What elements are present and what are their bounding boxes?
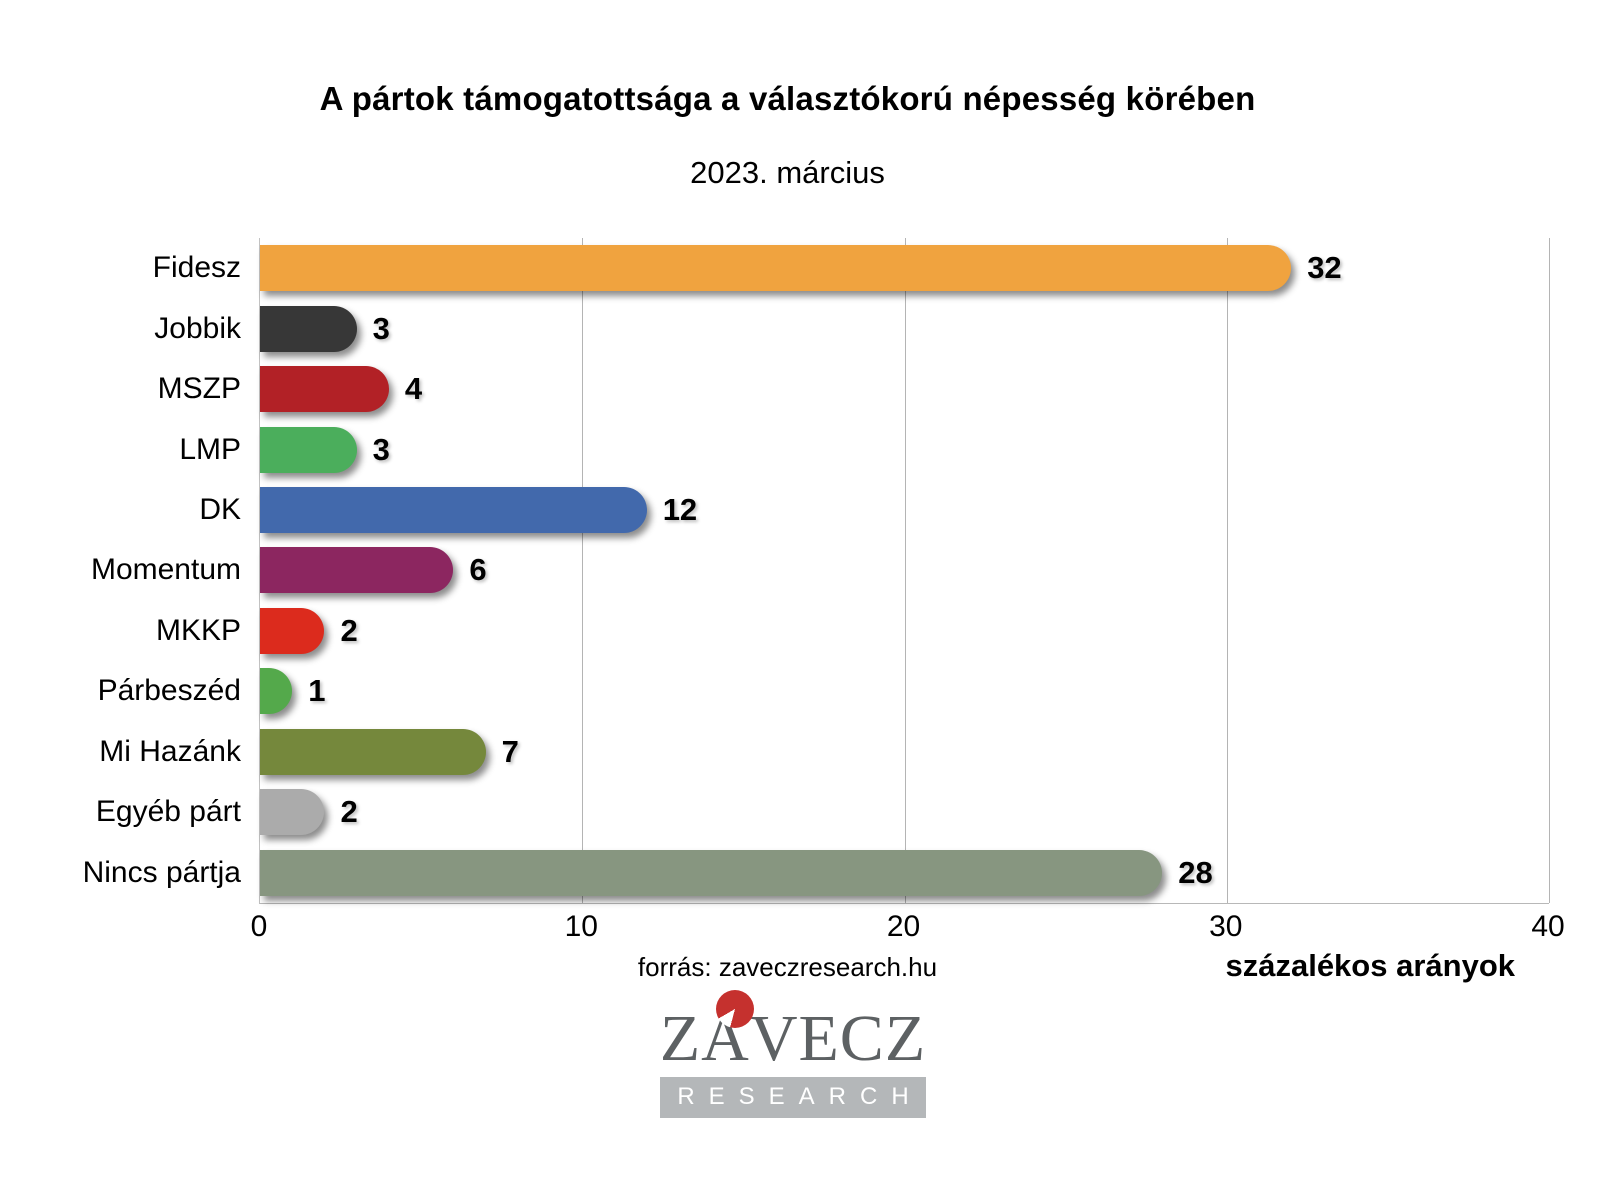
x-tick-label: 0	[250, 910, 268, 943]
x-tick-label: 10	[564, 910, 598, 943]
source-caption: forrás: zaveczresearch.hu	[637, 952, 938, 982]
bar-row: 6	[260, 540, 1549, 600]
value-label: 2	[340, 612, 358, 648]
category-label: Egyéb párt	[95, 795, 241, 829]
bar-row: 2	[260, 782, 1549, 842]
logo-wordmark: ZÁVECZ	[659, 1002, 927, 1075]
bar	[260, 668, 293, 715]
bar	[260, 426, 357, 473]
bar	[260, 366, 389, 413]
bar-row: 32	[260, 238, 1549, 298]
chart-title: A pártok támogatottsága a választókorú n…	[319, 80, 1256, 117]
y-axis-labels: Fidesz Jobbik MSZP LMP DK Momentum MKKP Párbesz…	[0, 238, 241, 903]
bar-row: 4	[260, 359, 1549, 419]
bar	[260, 789, 325, 836]
bar-rows: 32 3 4 3 12 6 2 1 7 2 28	[260, 238, 1549, 903]
logo-research-banner: RESEARCH	[659, 1077, 927, 1119]
category-label: LMP	[179, 432, 241, 466]
plot-area: 32 3 4 3 12 6 2 1 7 2 28	[259, 238, 1550, 904]
bar	[260, 728, 486, 775]
x-tick-label: 20	[886, 910, 921, 943]
zavecz-logo: ZÁVECZ RESEARCH	[0, 990, 1586, 1119]
value-label: 32	[1307, 250, 1342, 286]
bar-row: 2	[260, 601, 1549, 661]
bar-row: 3	[260, 298, 1549, 358]
bar-row: 1	[260, 661, 1549, 721]
bar-row: 28	[260, 843, 1549, 903]
bar-row: 3	[260, 419, 1549, 479]
value-label: 12	[662, 492, 698, 528]
bar	[260, 607, 325, 654]
category-label: Nincs pártja	[82, 855, 241, 889]
x-axis-title: százalékos arányok	[1225, 948, 1515, 983]
gridline	[582, 238, 584, 903]
x-tick-label: 40	[1531, 910, 1565, 943]
bar	[260, 849, 1163, 896]
gridline	[1226, 238, 1228, 903]
x-tick-label: 30	[1209, 910, 1243, 943]
category-label: Mi Hazánk	[99, 734, 241, 768]
value-label: 2	[340, 794, 358, 830]
gridline	[904, 238, 906, 903]
bar	[260, 305, 357, 352]
category-label: MSZP	[157, 372, 241, 406]
category-label: Momentum	[90, 553, 241, 587]
category-label: Fidesz	[152, 251, 241, 285]
x-axis: 0 10 20 30 40	[251, 910, 1565, 950]
category-label: Jobbik	[154, 311, 241, 345]
logo-pie-icon	[715, 990, 754, 1028]
category-label: DK	[199, 493, 241, 527]
bar	[260, 487, 647, 534]
gridline	[1549, 238, 1550, 903]
bar	[260, 547, 454, 594]
value-label: 4	[404, 371, 423, 407]
value-label: 3	[372, 431, 390, 467]
value-label: 6	[469, 552, 487, 588]
category-label: Párbeszéd	[97, 674, 241, 708]
value-label: 1	[308, 673, 326, 709]
bar-row: 7	[260, 722, 1549, 782]
bar	[260, 245, 1292, 292]
category-label: MKKP	[155, 613, 241, 647]
bar-row: 12	[260, 480, 1549, 540]
value-label: 7	[501, 733, 519, 769]
value-label: 3	[372, 310, 390, 346]
value-label: 28	[1178, 854, 1213, 890]
chart-subtitle: 2023. március	[690, 155, 885, 190]
